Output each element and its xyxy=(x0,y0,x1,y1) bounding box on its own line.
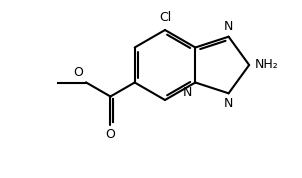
Text: NH₂: NH₂ xyxy=(255,59,279,72)
Text: N: N xyxy=(183,85,192,98)
Text: Cl: Cl xyxy=(159,11,171,24)
Text: N: N xyxy=(224,20,233,33)
Text: N: N xyxy=(224,97,233,110)
Text: O: O xyxy=(73,67,83,80)
Text: O: O xyxy=(105,127,115,140)
